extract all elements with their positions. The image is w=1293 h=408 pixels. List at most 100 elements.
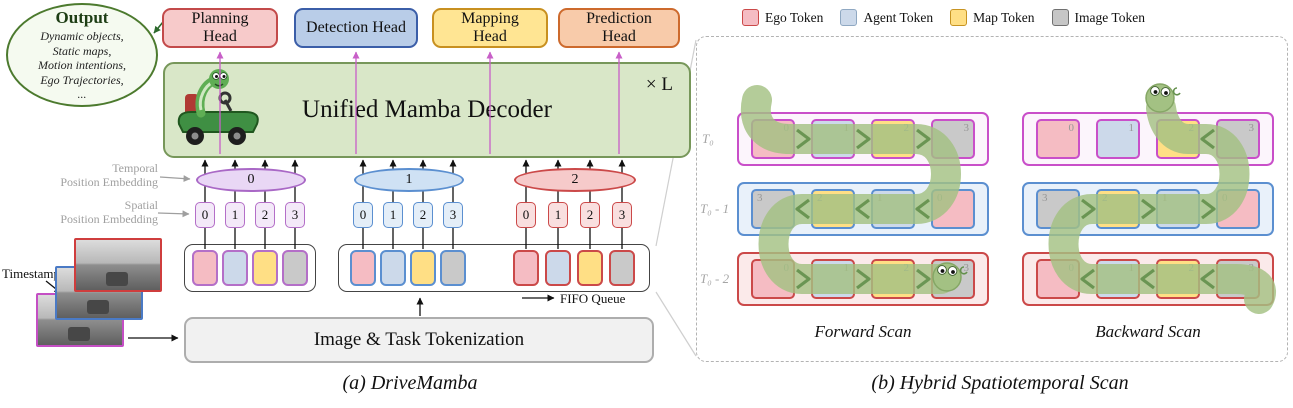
scan-box-map: 2 <box>1096 189 1140 229</box>
ego-token-box <box>513 250 539 286</box>
scan-box-index: 3 <box>757 192 763 204</box>
scan-box-agent: 1 <box>1096 119 1140 159</box>
token-group-container-1 <box>184 244 316 292</box>
map-token-box <box>252 250 278 286</box>
legend-label: Map Token <box>973 9 1035 25</box>
decoder-title: Unified Mamba Decoder <box>302 96 552 123</box>
decoder-multiplier: × L <box>645 74 673 95</box>
scan-box-map: 2 <box>811 189 855 229</box>
scan-box-index: 3 <box>1248 262 1255 274</box>
temporal-embedding-label-line: Temporal <box>112 161 158 175</box>
legend-item-image: Image Token <box>1051 9 1145 26</box>
agent-token-box <box>380 250 406 286</box>
scan-box-index: 0 <box>783 122 790 134</box>
spatial-embedding-label-line: Position Embedding <box>60 211 158 226</box>
camera-frame-t0 <box>74 238 162 292</box>
tokenization-box: Image & Task Tokenization <box>184 317 654 363</box>
scan-box-image: 3 <box>931 119 975 159</box>
spatial-token: 1 <box>383 202 403 228</box>
forward-scan-title: Forward Scan <box>814 322 912 341</box>
scan-box-index: 0 <box>1068 122 1075 134</box>
spatial-token: 3 <box>612 202 632 228</box>
output-title: Output <box>55 8 109 28</box>
token-group-container-2 <box>338 244 650 292</box>
unified-mamba-decoder: Unified Mamba Decoder × L <box>163 62 691 158</box>
spatial-token: 2 <box>413 202 433 228</box>
scan-box-index: 0 <box>1222 192 1228 204</box>
scan-box-index: 3 <box>963 262 970 274</box>
legend-label: Agent Token <box>863 9 934 25</box>
timestamp-label: Timestamp <box>2 266 61 281</box>
row-label-t0-1: T₀ - 1 <box>700 201 730 216</box>
ego-token-box <box>350 250 376 286</box>
scan-box-index: 1 <box>1128 262 1135 274</box>
scan-box-index: 1 <box>1162 192 1168 204</box>
legend-label: Ego Token <box>765 9 824 25</box>
image-token-box <box>282 250 308 286</box>
scan-box-index: 2 <box>1188 262 1195 274</box>
scan-box-map: 2 <box>871 259 915 299</box>
mapping-head: Mapping Head <box>432 8 548 48</box>
spatial-embedding-label-line: Spatial <box>124 198 158 212</box>
output-line: Dynamic objects, <box>40 29 124 44</box>
temporal-token-0: 0 <box>196 168 306 192</box>
scan-box-agent: 1 <box>811 119 855 159</box>
temporal-token-2: 2 <box>514 168 636 192</box>
scan-box-map: 2 <box>1156 119 1200 159</box>
scan-box-index: 1 <box>877 192 883 204</box>
scan-box-index: 3 <box>963 122 970 134</box>
output-ellipse: Output Dynamic objects, Static maps, Mot… <box>6 3 158 107</box>
scan-box-image: 3 <box>1036 189 1080 229</box>
row-label-t0: T₀ <box>702 131 714 146</box>
spatial-token: 3 <box>285 202 305 228</box>
scan-box-ego: 0 <box>1216 189 1260 229</box>
scan-box-map: 2 <box>1156 259 1200 299</box>
scan-box-ego: 0 <box>1036 259 1080 299</box>
ego-token-swatch <box>742 9 759 26</box>
image-token-box <box>440 250 466 286</box>
scan-box-image: 3 <box>931 259 975 299</box>
legend-label: Image Token <box>1074 9 1145 25</box>
planning-head: Planning Head <box>162 8 278 48</box>
scan-box-map: 2 <box>871 119 915 159</box>
row-label-t0-2: T₀ - 2 <box>700 271 730 286</box>
scan-box-ego: 0 <box>931 189 975 229</box>
scan-box-ego: 0 <box>1036 119 1080 159</box>
scan-box-image: 3 <box>1216 259 1260 299</box>
scan-box-image: 3 <box>1216 119 1260 159</box>
scan-box-index: 2 <box>817 192 823 204</box>
scan-box-agent: 1 <box>1156 189 1200 229</box>
output-line: Ego Trajectories, <box>40 72 124 87</box>
legend-item-agent: Agent Token <box>840 9 933 26</box>
map-token-swatch <box>950 9 968 26</box>
spatial-token: 0 <box>516 202 536 228</box>
scan-box-ego: 0 <box>751 259 795 299</box>
map-token-box <box>410 250 436 286</box>
temporal-token-1: 1 <box>354 168 464 192</box>
legend-item-map: Map Token <box>950 9 1035 26</box>
scan-box-index: 0 <box>937 192 943 204</box>
spatial-token: 1 <box>548 202 568 228</box>
scan-box-index: 3 <box>1248 122 1255 134</box>
scan-box-index: 1 <box>1128 122 1135 134</box>
detection-head: Detection Head <box>294 8 418 48</box>
temporal-embedding-label-line: Position Embedding <box>60 174 158 189</box>
spatial-token: 2 <box>580 202 600 228</box>
scan-box-index: 0 <box>783 262 790 274</box>
scan-box-image: 3 <box>751 189 795 229</box>
spatial-embedding-label: Spatial Position Embedding <box>30 198 158 226</box>
scan-box-index: 1 <box>843 262 850 274</box>
ego-token-box <box>192 250 218 286</box>
map-token-box <box>577 250 603 286</box>
legend: Ego Token Agent Token Map Token Image To… <box>742 9 1145 26</box>
backward-scan-title: Backward Scan <box>1095 322 1201 341</box>
spatial-token: 1 <box>225 202 245 228</box>
caption-a: (a) DriveMamba <box>342 372 478 394</box>
scan-box-index: 3 <box>1042 192 1048 204</box>
mamba-mascot-icon <box>177 69 259 145</box>
spatial-token: 0 <box>195 202 215 228</box>
output-line: Motion intentions, <box>38 58 126 73</box>
scan-box-agent: 1 <box>811 259 855 299</box>
fifo-queue-label: FIFO Queue <box>560 291 626 306</box>
